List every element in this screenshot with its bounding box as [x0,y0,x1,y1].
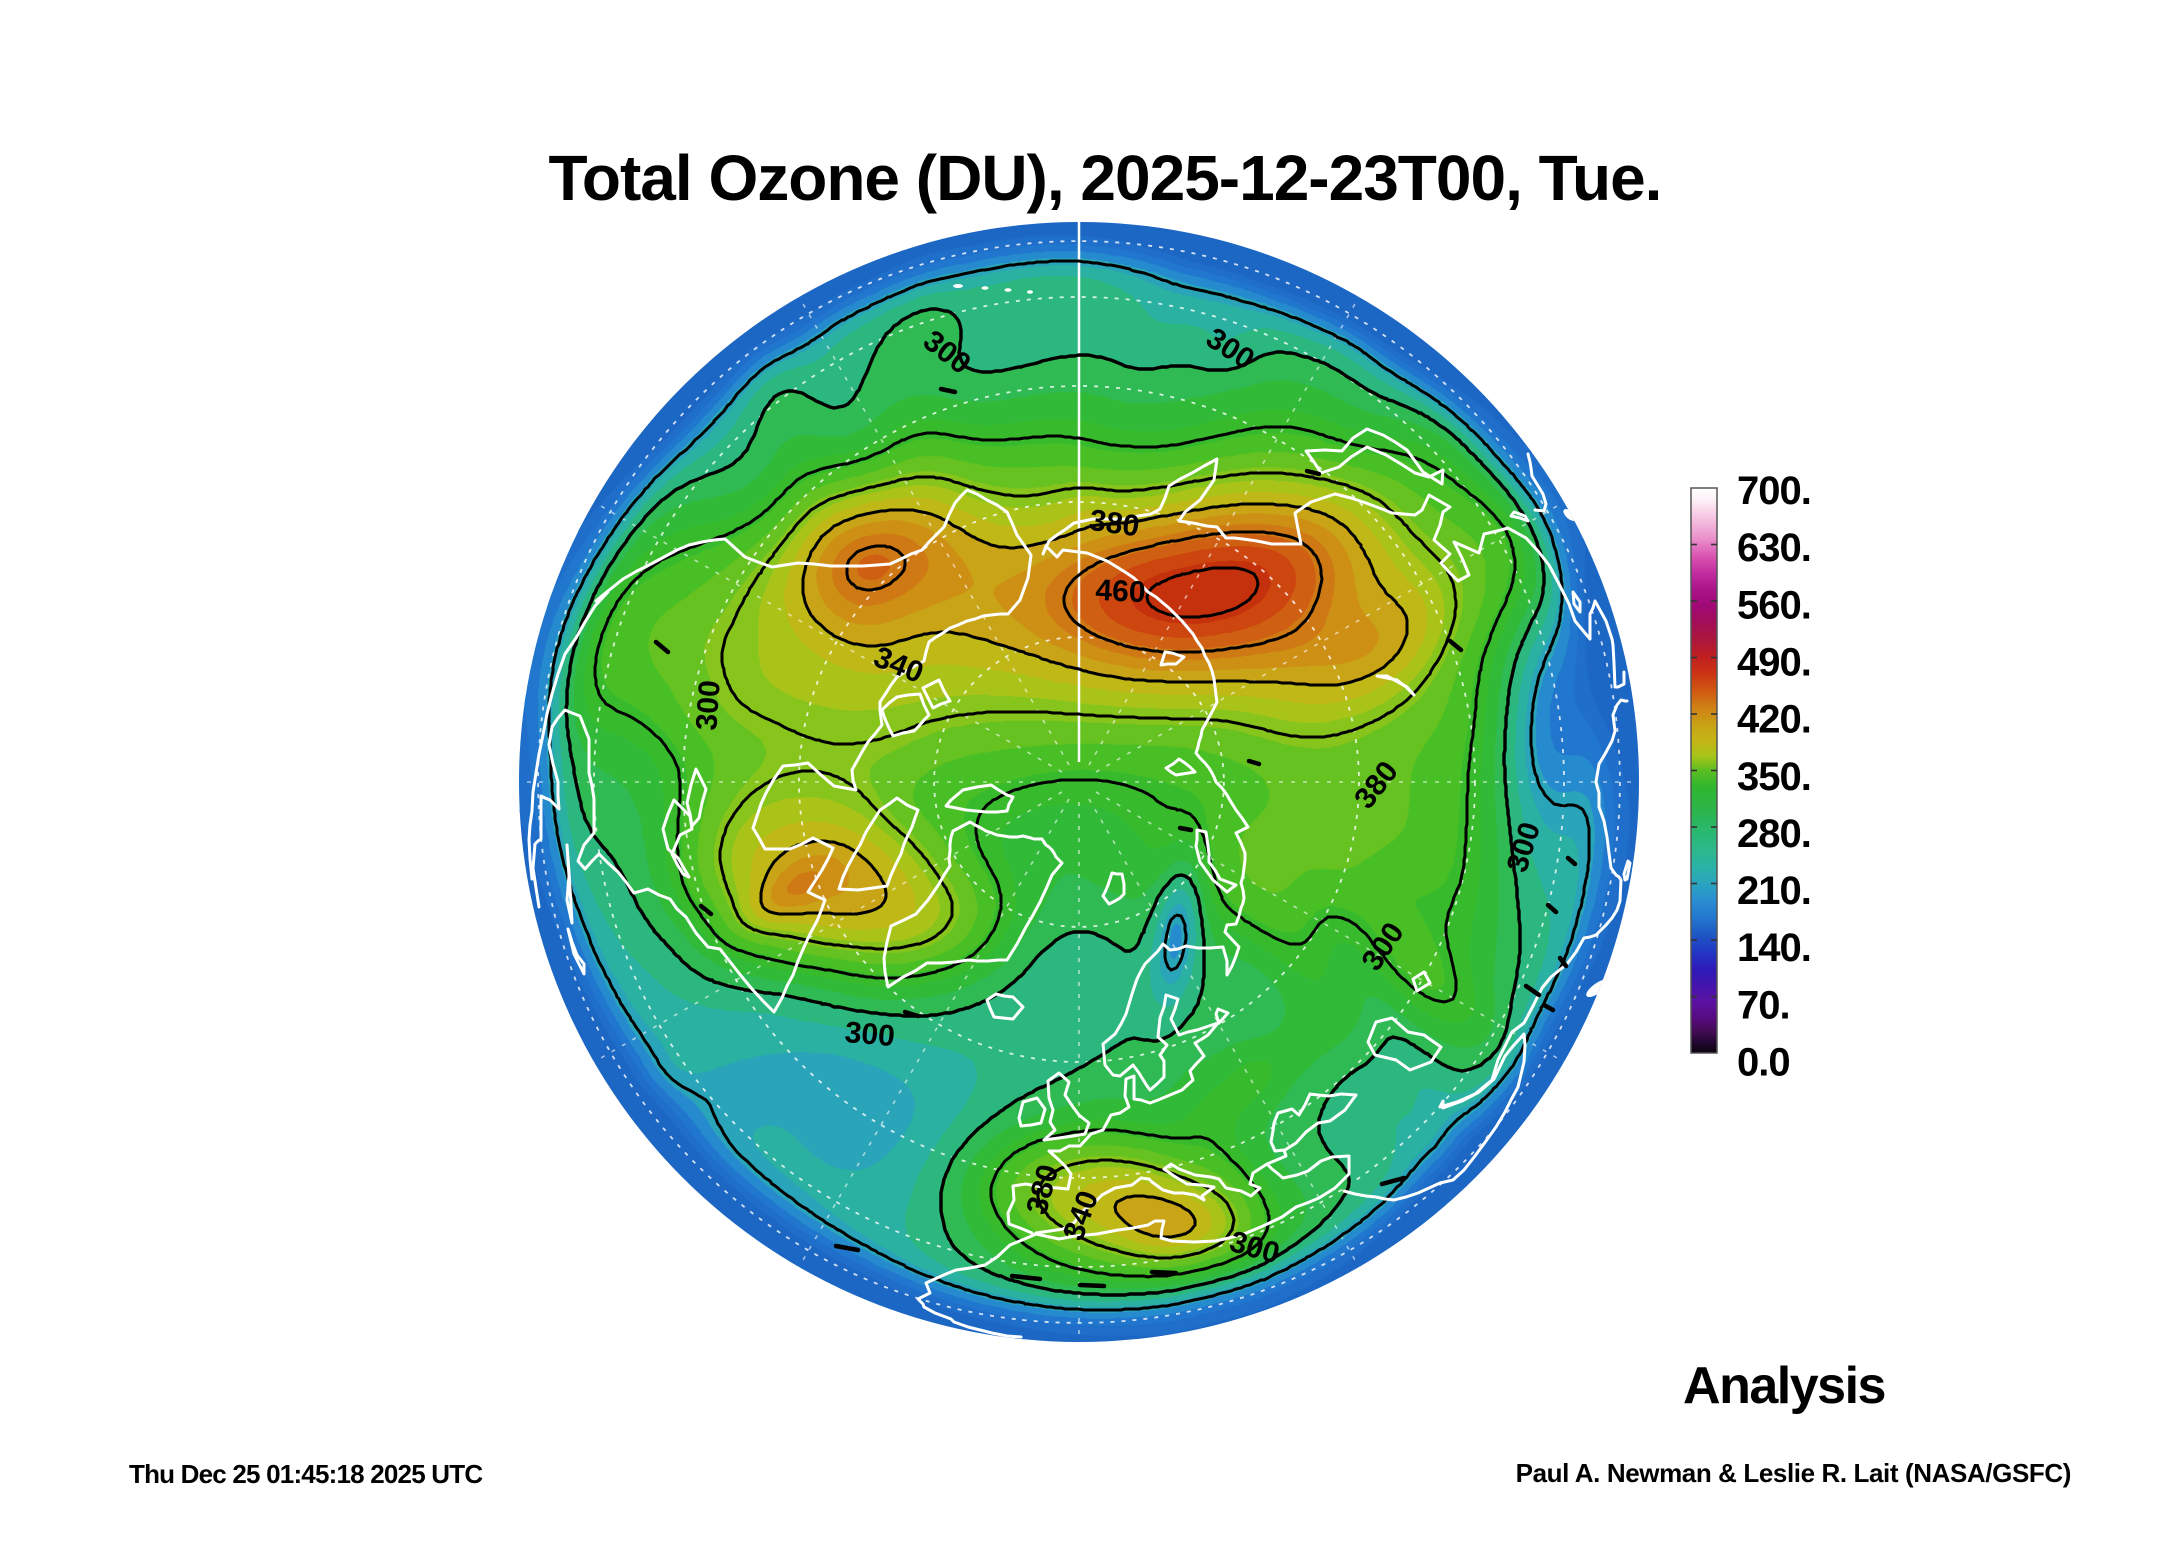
svg-text:Total Ozone (DU), 2025-12-23T0: Total Ozone (DU), 2025-12-23T00, Tue. [549,142,1662,214]
svg-text:630.: 630. [1737,526,1811,570]
svg-text:0.0: 0.0 [1737,1041,1790,1085]
svg-text:460: 460 [1095,574,1147,610]
svg-text:Analysis: Analysis [1683,1357,1885,1415]
svg-text:Thu Dec 25 01:45:18 2025 UTC: Thu Dec 25 01:45:18 2025 UTC [129,1459,483,1489]
svg-text:560.: 560. [1737,583,1811,627]
svg-text:350.: 350. [1737,755,1811,799]
svg-text:380: 380 [1087,504,1141,544]
svg-text:300: 300 [843,1016,896,1053]
svg-text:70.: 70. [1737,983,1790,1027]
svg-text:140.: 140. [1737,926,1811,970]
svg-text:300: 300 [690,679,726,731]
svg-text:210.: 210. [1737,869,1811,913]
svg-text:490.: 490. [1737,641,1811,685]
svg-text:700.: 700. [1737,469,1811,513]
svg-text:280.: 280. [1737,812,1811,856]
svg-text:Paul A. Newman & Leslie R. Lai: Paul A. Newman & Leslie R. Lait (NASA/GS… [1516,1458,2071,1488]
svg-text:420.: 420. [1737,698,1811,742]
